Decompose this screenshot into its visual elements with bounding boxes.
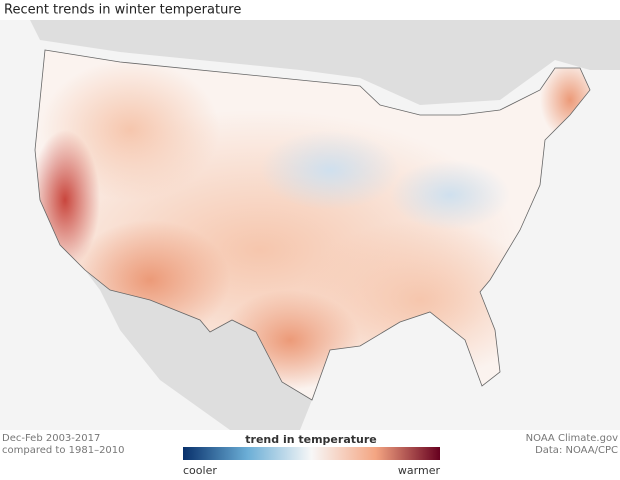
- period: Dec-Feb 2003-2017: [2, 433, 100, 444]
- credit: NOAA Climate.gov: [526, 433, 618, 444]
- title: Recent trends in winter temperature: [4, 3, 241, 18]
- us-trend-field: [35, 50, 590, 400]
- us-outline: [34, 49, 591, 401]
- canada: [30, 20, 620, 105]
- color-bar: [183, 447, 440, 460]
- legend-high: warmer: [398, 464, 441, 477]
- mexico: [85, 270, 312, 430]
- legend-title: trend in temperature: [245, 433, 376, 446]
- legend-low: cooler: [183, 464, 217, 477]
- source: Data: NOAA/CPC: [535, 445, 618, 456]
- baseline: compared to 1981–2010: [2, 445, 125, 456]
